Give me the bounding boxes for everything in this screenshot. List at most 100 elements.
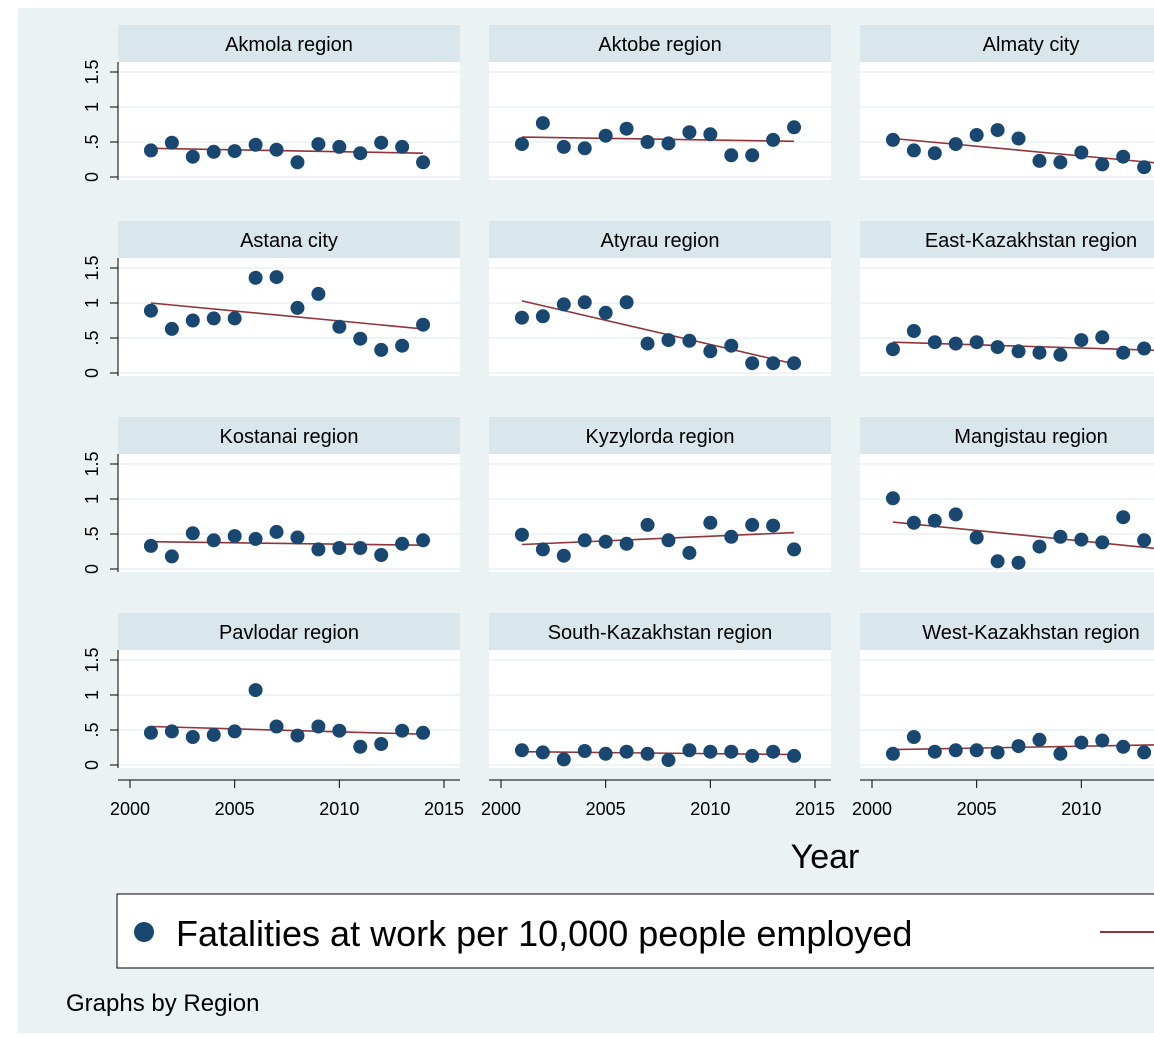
data-point [374,342,389,357]
data-point [332,139,347,154]
x-axis-col-2: 2000 2005 2010 2015 [481,779,835,819]
data-point [185,313,200,328]
data-point [332,723,347,738]
data-point [143,538,158,553]
data-point [311,286,326,301]
data-point [703,344,718,359]
data-point [661,533,676,548]
panel-strip [118,417,460,454]
data-point [948,336,963,351]
data-point [948,507,963,522]
panels-group: Akmola region Aktobe region Almaty city Ast… [118,25,1154,768]
data-point [1095,330,1110,345]
data-point [724,148,739,163]
data-point [1032,345,1047,360]
data-point [906,730,921,744]
data-point [640,517,655,532]
data-point [164,135,179,150]
data-point [374,135,389,150]
data-point [990,745,1005,760]
data-point [906,324,921,338]
data-point [1095,733,1110,748]
data-point [556,297,571,312]
data-point [885,132,900,147]
y-tick-label: 1 [82,494,102,504]
data-point [514,137,529,152]
data-point [164,321,179,336]
data-point [290,155,305,170]
panel-south-kazakhstan-region: South-Kazakhstan region [489,613,831,768]
panel-strip [489,417,831,454]
data-point [416,155,431,170]
x-tick-label: 2005 [586,799,626,819]
data-point [1137,533,1152,548]
data-point [1116,510,1131,525]
y-axis-row-4: 0 .5 1 1.5 [82,647,119,770]
data-point [640,135,655,149]
data-point [556,548,571,563]
data-point [206,533,221,548]
data-point [556,139,571,154]
data-point [395,536,410,551]
data-point [164,724,179,739]
data-point [990,340,1005,355]
data-point [703,515,718,530]
data-point [703,127,718,142]
data-point [395,338,410,353]
panel-title: South-Kazakhstan region [548,622,773,644]
data-point [1053,746,1068,761]
data-point [514,310,529,325]
y-tick-label: .5 [82,330,102,345]
panel-kyzylorda-region: Kyzylorda region [489,417,831,572]
data-point [787,356,802,371]
y-tick-label: .5 [82,134,102,149]
data-point [927,335,942,350]
data-point [661,136,676,151]
data-point [745,517,760,532]
data-point [1137,160,1152,175]
data-point [535,309,550,324]
y-tick-label: 0 [82,172,102,182]
x-tick-label: 2015 [424,799,464,819]
data-point [906,515,921,530]
data-point [1116,739,1131,754]
data-point [1053,347,1068,362]
data-point [1011,739,1026,754]
data-point [927,146,942,161]
panel-strip [860,25,1154,62]
data-point [948,137,963,152]
panel-plot-area [118,258,460,376]
panel-east-kazakhstan-region: East-Kazakhstan region [860,221,1154,376]
y-axis-row-3: 0 .5 1 1.5 [82,451,119,574]
x-tick-label: 2010 [690,799,730,819]
data-point [206,727,221,742]
data-point [374,737,389,751]
y-axis-row-1: 0 .5 1 1.5 [82,59,119,182]
data-point [416,317,431,332]
x-tick-label: 2000 [110,799,150,819]
data-point [143,725,158,740]
data-point [332,319,347,334]
data-point [185,526,200,541]
data-point [1074,532,1089,547]
panel-title: Pavlodar region [219,622,359,644]
panel-strip [489,221,831,258]
fit-line [150,540,424,546]
data-point [787,748,802,763]
data-point [661,753,676,768]
data-point [1032,732,1047,747]
data-point [227,724,242,739]
panel-strip [860,221,1154,258]
panel-title: Almaty city [983,34,1080,56]
data-point [682,545,697,560]
fit-line [521,300,795,365]
fit-line [521,531,795,546]
data-point [682,125,697,140]
data-point [724,744,739,759]
data-point [185,730,200,744]
x-tick-label: 2010 [319,799,359,819]
x-tick-label: 2000 [481,799,521,819]
